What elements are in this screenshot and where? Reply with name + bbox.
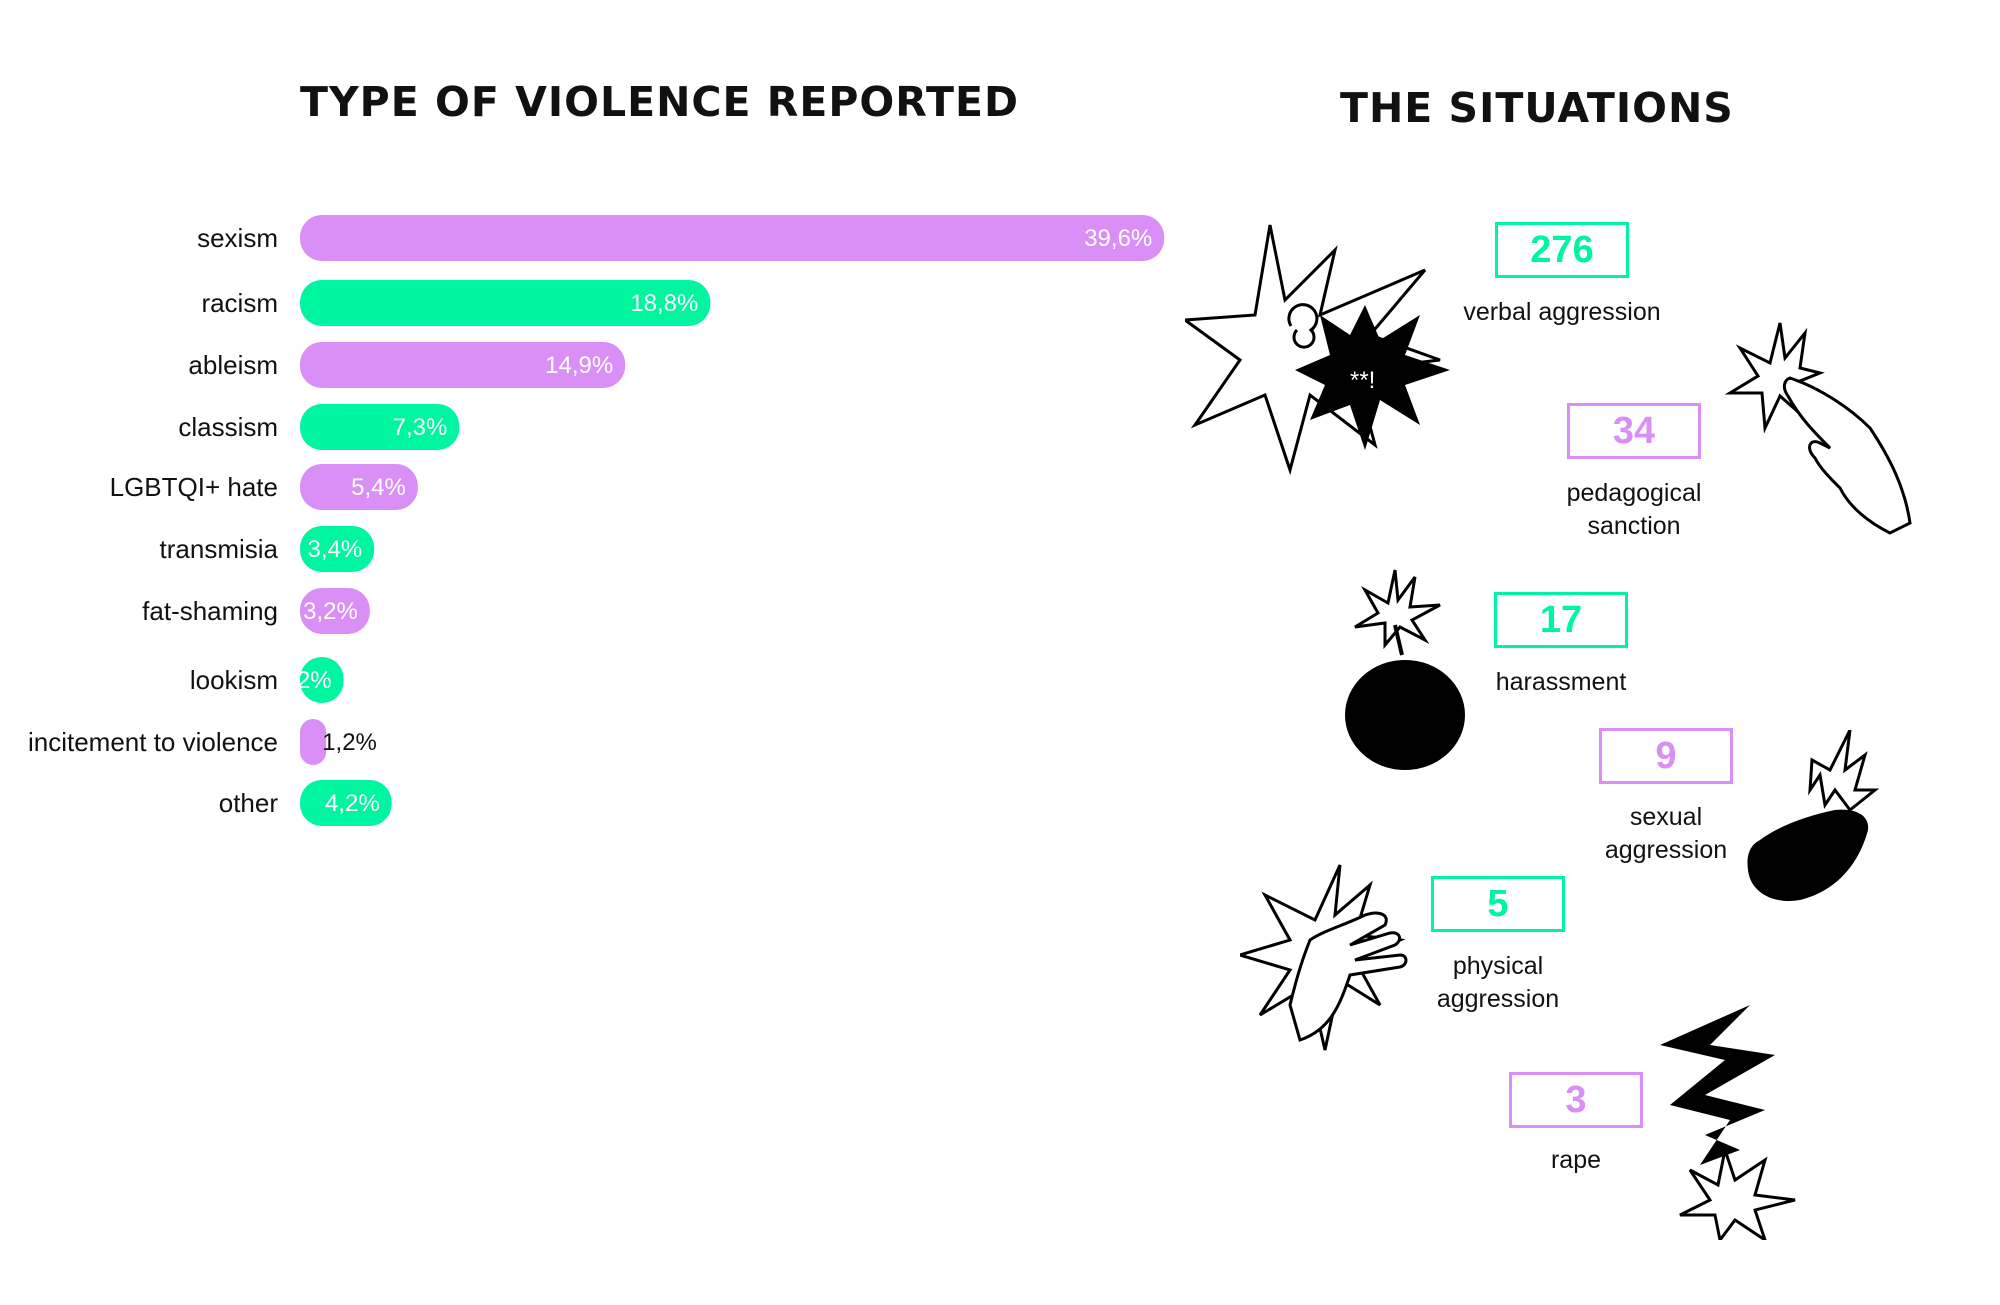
- bar-row: other 4,2%: [219, 780, 392, 826]
- bar: [300, 780, 392, 826]
- bar: [300, 215, 1165, 261]
- value-label: 39,6%: [1084, 225, 1152, 252]
- svg-text:**!: **!: [1350, 367, 1375, 394]
- chart-title: TYPE OF VIOLENCE REPORTED: [300, 78, 1019, 126]
- bar: [300, 526, 375, 572]
- situation-count: 9: [1599, 728, 1733, 784]
- value-label: 3,2%: [303, 598, 358, 625]
- value-label: 7,3%: [393, 414, 448, 441]
- explosion-speech-icon: **!: [1185, 224, 1450, 476]
- category-label: classism: [178, 412, 278, 442]
- bar: [300, 588, 370, 634]
- situation-count: 3: [1509, 1072, 1643, 1128]
- category-label: fat-shaming: [142, 596, 278, 626]
- value-label: 14,9%: [545, 352, 613, 379]
- situation-label: verbal aggression: [1463, 298, 1661, 326]
- situation-label: harassment: [1495, 668, 1627, 696]
- situation-label: sexual aggression: [1604, 803, 1728, 864]
- value-label: 18,8%: [630, 290, 698, 317]
- situation-label: pedagogical sanction: [1566, 479, 1702, 540]
- bar-row: classism 7,3%: [178, 404, 460, 450]
- value-label: 2%: [297, 667, 332, 694]
- situation-count: 34: [1567, 403, 1701, 459]
- bar-row: sexism 39,6%: [197, 215, 1165, 261]
- pointing-finger-icon: [1724, 322, 1912, 535]
- bar-row: lookism 2%: [190, 657, 344, 703]
- bar: [300, 342, 626, 388]
- category-label: LGBTQI+ hate: [110, 472, 278, 502]
- bar-row: fat-shaming 3,2%: [142, 588, 370, 634]
- category-label: other: [219, 788, 279, 818]
- bar-row: incitement to violence 1,2%: [28, 719, 377, 765]
- lightning-bolt-icon: [1660, 1005, 1796, 1240]
- category-label: incitement to violence: [28, 727, 278, 757]
- category-label: sexism: [197, 223, 278, 253]
- category-label: ableism: [188, 350, 278, 380]
- situation-count: 17: [1494, 592, 1628, 648]
- bar: [300, 657, 344, 703]
- bar: [300, 404, 460, 450]
- situation-count: 276: [1495, 222, 1629, 278]
- bar: [300, 280, 711, 326]
- category-label: racism: [201, 288, 278, 318]
- bar-row: transmisia 3,4%: [160, 526, 375, 572]
- category-label: transmisia: [160, 534, 279, 564]
- situation-count: 5: [1431, 876, 1565, 932]
- situation-label: rape: [1550, 1146, 1602, 1174]
- situation-label: physical aggression: [1436, 952, 1560, 1013]
- category-label: lookism: [190, 665, 278, 695]
- situations-title: THE SITUATIONS: [1340, 84, 1734, 132]
- bar-row: racism 18,8%: [201, 280, 711, 326]
- bar-row: LGBTQI+ hate 5,4%: [110, 464, 418, 510]
- slapping-hand-icon: [1240, 864, 1408, 1051]
- value-label: 1,2%: [322, 729, 377, 756]
- violence-bar-chart: sexism 39,6% racism 18,8% ableism 14,9% classi…: [28, 215, 1165, 826]
- grabbing-hand-icon: [1747, 730, 1880, 901]
- bar: [300, 464, 418, 510]
- value-label: 4,2%: [325, 790, 380, 817]
- bar-row: ableism 14,9%: [188, 342, 626, 388]
- value-label: 3,4%: [308, 536, 363, 563]
- bar: [300, 719, 327, 765]
- bomb-icon: [1345, 569, 1465, 770]
- value-label: 5,4%: [351, 474, 406, 501]
